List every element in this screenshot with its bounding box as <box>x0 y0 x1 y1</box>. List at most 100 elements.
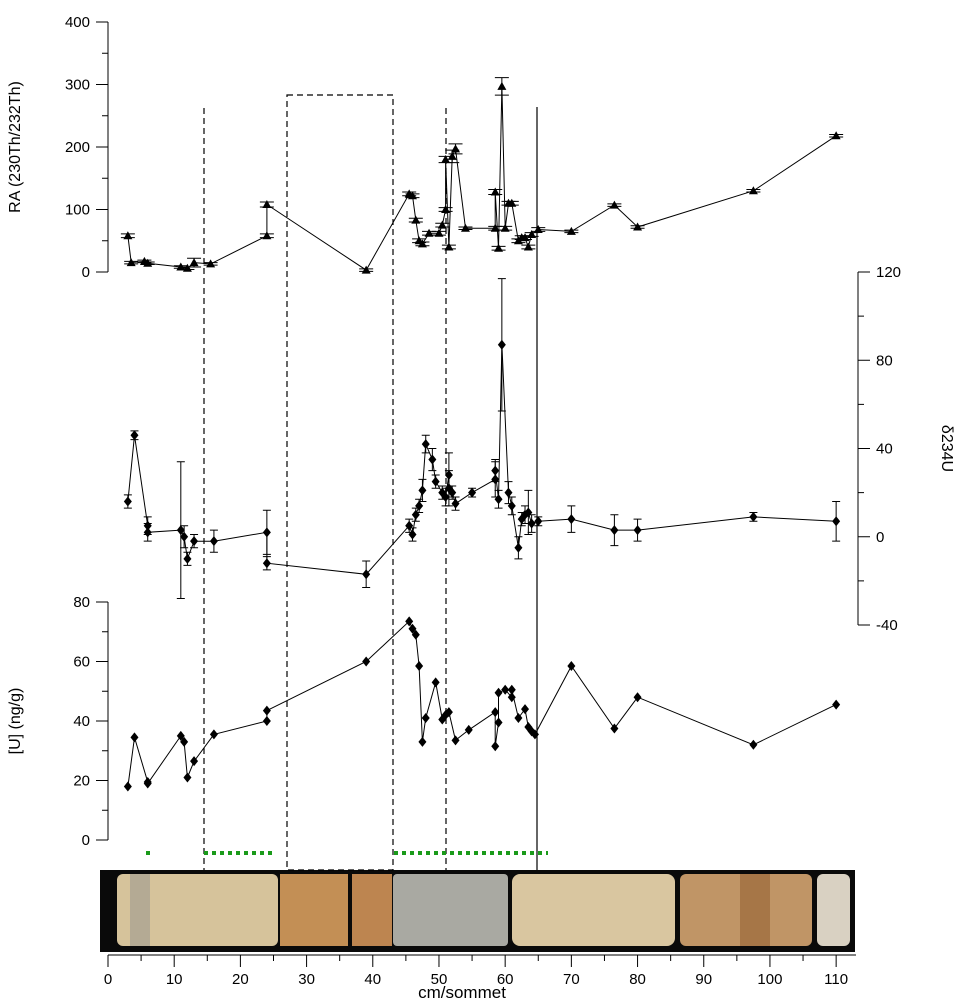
data-point <box>183 772 192 783</box>
data-line <box>127 86 837 271</box>
data-point <box>189 258 199 267</box>
data-point <box>262 200 272 208</box>
data-point <box>421 713 430 724</box>
data-point <box>464 724 473 735</box>
x-tick-label: 90 <box>695 971 712 988</box>
data-point <box>176 262 186 271</box>
data-point <box>521 704 530 715</box>
data-point <box>507 692 516 703</box>
y-tick-label: 200 <box>65 139 90 156</box>
data-point <box>421 439 430 450</box>
data-point <box>494 243 504 252</box>
data-point <box>514 542 523 553</box>
x-axis-title: cm/sommet <box>418 983 506 1002</box>
y-tick-label: 100 <box>65 202 90 219</box>
data-point <box>491 707 500 718</box>
data-point <box>418 736 427 747</box>
data-point <box>415 660 424 671</box>
data-point <box>405 520 414 531</box>
data-point <box>190 756 199 767</box>
y-tick-label: 0 <box>876 529 884 546</box>
x-tick-label: 70 <box>563 971 580 988</box>
data-point <box>415 500 424 511</box>
section-lines <box>203 94 538 871</box>
data-point <box>534 516 543 527</box>
data-point <box>123 781 132 792</box>
x-tick-label: 110 <box>824 971 848 988</box>
y-tick-label: 60 <box>73 654 90 671</box>
data-point <box>749 511 758 522</box>
data-line <box>127 344 837 575</box>
data-point <box>190 536 199 547</box>
y-tick-label: 0 <box>82 832 90 849</box>
data-point <box>407 191 417 200</box>
data-point <box>497 339 506 350</box>
data-point <box>497 81 507 90</box>
data-point <box>567 660 576 671</box>
y-tick-label: 40 <box>876 441 893 458</box>
x-tick-label: 0 <box>104 971 112 988</box>
data-point <box>130 430 139 441</box>
data-point <box>444 469 453 480</box>
data-point <box>566 226 576 235</box>
data-point <box>527 230 537 238</box>
data-point <box>206 259 216 268</box>
data-point <box>437 220 447 229</box>
x-tick-label: 80 <box>629 971 646 988</box>
data-point <box>418 485 427 496</box>
data-point <box>441 492 450 503</box>
data-point <box>491 741 500 752</box>
core-photo <box>100 870 855 952</box>
data-point <box>408 529 417 540</box>
data-point <box>411 629 420 640</box>
data-point <box>460 223 470 232</box>
data-point <box>209 536 218 547</box>
data-point <box>176 730 185 741</box>
data-point <box>262 716 271 726</box>
data-point <box>444 242 454 251</box>
data-point <box>610 525 619 536</box>
data-point <box>434 228 444 237</box>
data-point <box>451 144 461 153</box>
x-tick-label: 20 <box>232 971 249 988</box>
data-point <box>262 705 271 716</box>
data-point <box>494 717 503 728</box>
x-tick-label: 30 <box>298 971 315 988</box>
data-point <box>451 498 460 509</box>
data-point <box>633 692 642 703</box>
data-point <box>143 527 152 538</box>
data-point <box>441 205 451 213</box>
data-point <box>183 553 192 564</box>
data-point <box>504 487 513 498</box>
y-tick-label: 20 <box>73 773 90 790</box>
data-point <box>514 713 523 724</box>
data-point <box>262 558 271 569</box>
data-point <box>831 131 841 140</box>
data-point <box>441 155 451 163</box>
data-point <box>362 656 371 667</box>
data-point <box>431 677 440 688</box>
data-point <box>180 736 189 747</box>
data-point <box>530 729 539 740</box>
data-point <box>533 225 543 233</box>
data-point <box>209 729 218 740</box>
y-tick-label: 80 <box>876 352 893 369</box>
data-point <box>633 525 642 536</box>
data-point <box>447 151 457 160</box>
data-point <box>448 487 457 498</box>
x-tick-label: 100 <box>757 971 782 988</box>
data-point <box>501 684 510 695</box>
y-tick-label: 40 <box>73 713 90 730</box>
data-point <box>494 494 503 505</box>
y-tick-label: 0 <box>82 264 90 281</box>
data-point <box>524 507 533 518</box>
data-point <box>832 516 841 527</box>
y-axis-title: [U] (ng/g) <box>7 688 24 755</box>
data-point <box>451 735 460 746</box>
y-tick-label: 400 <box>65 14 90 31</box>
y-tick-label: 300 <box>65 77 90 94</box>
data-point <box>749 739 758 750</box>
data-point <box>523 242 533 251</box>
data-point <box>411 509 420 520</box>
data-point <box>444 707 453 718</box>
